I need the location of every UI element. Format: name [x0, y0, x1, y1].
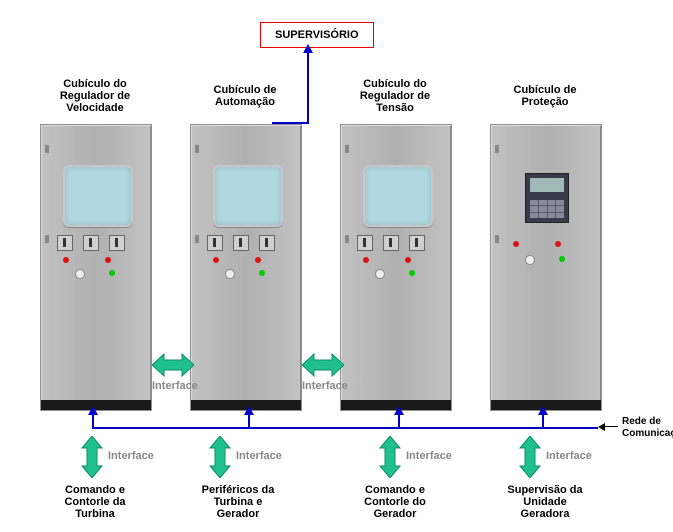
switch-row [207, 235, 275, 251]
cabinet-1 [40, 124, 152, 411]
double-arrow-icon [302, 352, 344, 378]
led-icon [255, 257, 261, 263]
led-icon [63, 257, 69, 263]
btn-row [525, 255, 565, 265]
double-arrow-icon [378, 436, 402, 478]
hinge-icon [45, 235, 49, 243]
net-arrow-icon [538, 406, 548, 415]
led-icon [513, 241, 519, 247]
hinge-icon [195, 145, 199, 153]
caption-4: Supervisão daUnidadeGeradora [485, 484, 605, 520]
double-arrow-icon [518, 436, 542, 478]
led-icon [559, 256, 565, 262]
net-arrow-icon [394, 406, 404, 415]
knob-icon [375, 269, 385, 279]
sup-link-v [307, 50, 309, 124]
led-row [513, 241, 561, 247]
caption-3: Comando eContorle doGerador [335, 484, 455, 520]
network-label: Rede deComunicação [622, 416, 673, 440]
double-arrow-icon [152, 352, 194, 378]
interface-label: Interface [406, 450, 452, 462]
diagram-stage: SUPERVISÓRIO Cubículo doRegulador deVelo… [0, 0, 673, 532]
cabinet-2 [190, 124, 302, 411]
knob-icon [75, 269, 85, 279]
hinge-icon [345, 235, 349, 243]
hinge-icon [195, 235, 199, 243]
double-arrow-icon [208, 436, 232, 478]
knob-icon [525, 255, 535, 265]
interface-label: Interface [236, 450, 282, 462]
network-bus-ext [542, 427, 598, 429]
hinge-icon [495, 235, 499, 243]
switch-row [357, 235, 425, 251]
switch-icon [357, 235, 373, 251]
switch-icon [109, 235, 125, 251]
switch-icon [383, 235, 399, 251]
led-icon [409, 270, 415, 276]
net-arrow-icon [88, 406, 98, 415]
double-arrow-icon [80, 436, 104, 478]
device-display-icon [530, 178, 564, 192]
device-keypad-icon [530, 200, 564, 218]
interface-label: Interface [152, 380, 198, 392]
led-icon [555, 241, 561, 247]
led-icon [109, 270, 115, 276]
led-icon [405, 257, 411, 263]
screen-icon [363, 165, 433, 227]
hinge-icon [45, 145, 49, 153]
btn-row [75, 269, 115, 279]
cabinet-title-1: Cubículo doRegulador deVelocidade [35, 78, 155, 114]
btn-row [375, 269, 415, 279]
cabinet-title-2: Cubículo deAutomação [185, 84, 305, 108]
hinge-icon [495, 145, 499, 153]
supervisorio-label: SUPERVISÓRIO [275, 29, 359, 41]
screen-icon [63, 165, 133, 227]
led-row [363, 257, 411, 263]
knob-icon [225, 269, 235, 279]
cabinet-title-4: Cubículo deProteção [485, 84, 605, 108]
caption-2: Periféricos daTurbina eGerador [178, 484, 298, 520]
switch-row [57, 235, 125, 251]
sup-link-arrow-icon [303, 44, 313, 53]
led-icon [259, 270, 265, 276]
cabinet-4 [490, 124, 602, 411]
caption-1: Comando eContorle daTurbina [35, 484, 155, 520]
led-icon [363, 257, 369, 263]
led-row [63, 257, 111, 263]
panel-device-icon [525, 173, 569, 223]
net-arrow-icon [244, 406, 254, 415]
interface-label: Interface [108, 450, 154, 462]
btn-row [225, 269, 265, 279]
network-bus [92, 427, 598, 429]
switch-icon [57, 235, 73, 251]
switch-icon [259, 235, 275, 251]
interface-label: Interface [546, 450, 592, 462]
switch-icon [207, 235, 223, 251]
led-row [213, 257, 261, 263]
cabinet-3 [340, 124, 452, 411]
switch-icon [409, 235, 425, 251]
switch-icon [83, 235, 99, 251]
led-icon [213, 257, 219, 263]
switch-icon [233, 235, 249, 251]
interface-label: Interface [302, 380, 348, 392]
screen-icon [213, 165, 283, 227]
led-icon [105, 257, 111, 263]
cabinet-title-3: Cubículo doRegulador deTensão [335, 78, 455, 114]
supervisorio-box: SUPERVISÓRIO [260, 22, 374, 48]
hinge-icon [345, 145, 349, 153]
